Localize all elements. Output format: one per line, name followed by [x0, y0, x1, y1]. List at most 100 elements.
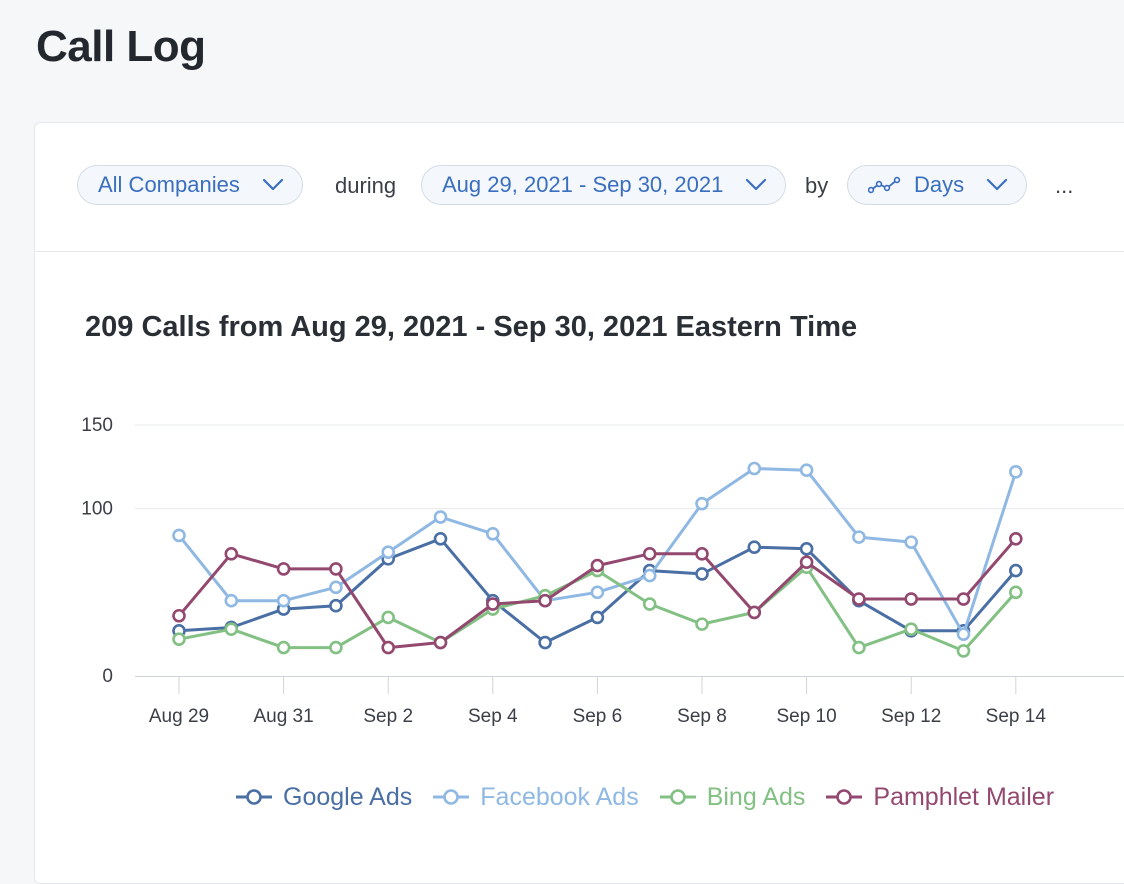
data-point[interactable] — [799, 542, 814, 556]
x-tick-label: Sep 10 — [776, 706, 836, 727]
series-lines — [172, 461, 1023, 658]
chart-card: All Companies during Aug 29, 2021 - Sep … — [34, 122, 1124, 884]
chevron-down-icon — [262, 178, 284, 192]
data-point[interactable] — [329, 562, 343, 576]
data-point[interactable] — [747, 605, 762, 620]
grid-lines — [135, 424, 1124, 510]
y-axis-labels: 0 100 150 — [81, 415, 113, 687]
data-point[interactable] — [1008, 585, 1023, 600]
data-point[interactable] — [1008, 531, 1023, 546]
legend-label: Google Ads — [283, 782, 413, 811]
interval-label: Days — [914, 172, 965, 197]
x-tick-label: Sep 4 — [468, 706, 518, 727]
y-tick-label: 100 — [81, 499, 113, 520]
line-chart: Aug 29 Aug 31 Sep 2 Sep 4 Sep 6 Sep 8 Sep 10 Se… — [81, 415, 1124, 727]
series-line — [177, 467, 1018, 636]
data-point[interactable] — [590, 585, 605, 600]
data-point[interactable] — [904, 535, 919, 549]
data-point[interactable] — [485, 526, 500, 541]
legend-item[interactable]: Bing Ads — [659, 782, 806, 812]
legend-marker-icon — [826, 789, 863, 805]
data-point[interactable] — [695, 567, 709, 581]
data-point[interactable] — [276, 562, 291, 576]
data-point[interactable] — [329, 598, 343, 613]
data-point[interactable] — [695, 547, 709, 561]
data-point[interactable] — [852, 640, 866, 655]
legend-item[interactable]: Google Ads — [235, 783, 412, 812]
x-tick-label: Sep 2 — [363, 706, 413, 727]
data-point[interactable] — [799, 555, 814, 570]
chevron-down-icon — [986, 178, 1008, 192]
data-point[interactable] — [695, 496, 709, 511]
chart-title: 209 Calls from Aug 29, 2021 - Sep 30, 20… — [85, 311, 858, 343]
data-point[interactable] — [329, 640, 343, 655]
series-facebook-ads — [172, 461, 1023, 641]
series-bing-ads — [172, 560, 1023, 658]
chevron-down-icon — [745, 178, 767, 192]
line-chart-icon — [868, 176, 902, 194]
series-pamphlet-mailer — [172, 531, 1023, 655]
data-point[interactable] — [590, 610, 605, 625]
filter-bar: All Companies during Aug 29, 2021 - Sep … — [35, 123, 1124, 252]
data-point[interactable] — [1008, 563, 1023, 578]
data-point[interactable] — [433, 510, 448, 524]
data-point[interactable] — [642, 568, 657, 583]
x-tick-label: Aug 31 — [253, 706, 313, 727]
chart-legend: Google Ads Facebook Ads Bing Ads Pamphlet M… — [235, 779, 1054, 815]
data-point[interactable] — [695, 617, 709, 631]
data-point[interactable] — [538, 593, 552, 608]
data-point[interactable] — [224, 622, 239, 636]
y-tick-label: 150 — [81, 415, 113, 436]
data-point[interactable] — [538, 635, 552, 650]
data-point[interactable] — [172, 528, 186, 543]
data-point[interactable] — [433, 635, 448, 650]
data-point[interactable] — [747, 540, 762, 554]
data-point[interactable] — [956, 592, 971, 606]
data-point[interactable] — [642, 597, 657, 611]
more-options[interactable]: ... — [1055, 173, 1074, 198]
legend-item[interactable]: Facebook Ads — [432, 782, 639, 812]
data-point[interactable] — [224, 547, 239, 561]
data-point[interactable] — [956, 644, 971, 658]
interval-dropdown[interactable]: Days — [847, 165, 1028, 205]
x-tick-label: Sep 12 — [881, 706, 941, 727]
data-point[interactable] — [852, 592, 866, 606]
data-point[interactable] — [276, 593, 291, 608]
data-point[interactable] — [381, 610, 396, 625]
x-tick-label: Aug 29 — [149, 706, 209, 727]
data-point[interactable] — [904, 622, 919, 636]
data-point[interactable] — [1008, 465, 1023, 479]
by-label: by — [805, 173, 829, 198]
data-point[interactable] — [747, 461, 762, 476]
data-point[interactable] — [224, 593, 239, 608]
data-point[interactable] — [172, 632, 186, 646]
data-point[interactable] — [642, 547, 657, 561]
legend-marker-icon — [236, 789, 272, 805]
x-axis: Aug 29 Aug 31 Sep 2 Sep 4 Sep 6 Sep 8 Sep 10 Se… — [135, 676, 1124, 727]
data-point[interactable] — [904, 592, 919, 606]
y-tick-label: 0 — [102, 666, 113, 687]
x-tick-label: Sep 14 — [986, 706, 1047, 727]
data-point[interactable] — [381, 640, 396, 655]
data-point[interactable] — [381, 545, 396, 559]
during-label: during — [335, 173, 397, 198]
legend-label: Pamphlet Mailer — [873, 782, 1055, 811]
data-point[interactable] — [172, 608, 186, 623]
company-filter-label: All Companies — [98, 172, 240, 197]
data-point[interactable] — [852, 530, 866, 544]
page-title: Call Log — [36, 22, 206, 71]
data-point[interactable] — [433, 531, 448, 546]
data-point[interactable] — [956, 627, 971, 641]
date-range-dropdown[interactable]: Aug 29, 2021 - Sep 30, 2021 — [421, 165, 787, 205]
legend-marker-icon — [433, 789, 470, 805]
legend-item[interactable]: Pamphlet Mailer — [825, 783, 1054, 812]
data-point[interactable] — [485, 597, 500, 611]
data-point[interactable] — [799, 463, 814, 477]
company-filter-dropdown[interactable]: All Companies — [77, 165, 303, 205]
legend-label: Facebook Ads — [480, 782, 639, 811]
date-range-label: Aug 29, 2021 - Sep 30, 2021 — [442, 172, 724, 197]
data-point[interactable] — [276, 640, 291, 655]
legend-label: Bing Ads — [706, 782, 806, 811]
data-point[interactable] — [329, 580, 343, 595]
data-point[interactable] — [590, 558, 605, 573]
